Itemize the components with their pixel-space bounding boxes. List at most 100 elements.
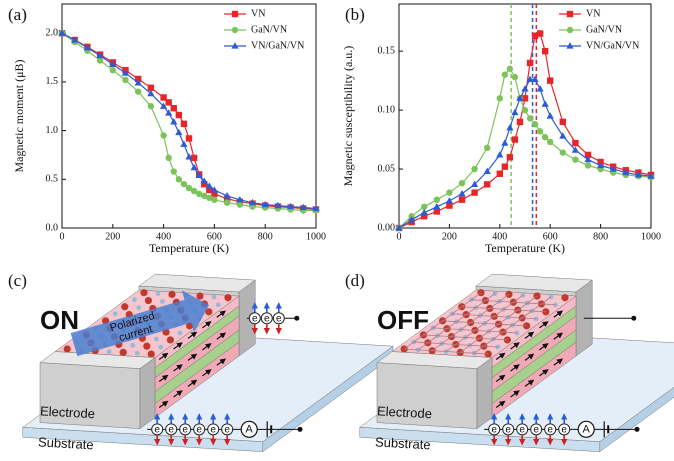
atom-n — [154, 337, 159, 342]
y-axis-title: Magnetic moment (μB) — [12, 59, 26, 172]
plot-frame — [399, 4, 651, 228]
atom-v — [145, 297, 152, 304]
marker — [97, 57, 103, 63]
marker — [560, 149, 566, 155]
carrier-label: e — [168, 424, 174, 435]
atom-n — [156, 291, 161, 296]
marker — [537, 85, 544, 91]
state-label: OFF — [377, 305, 429, 335]
carrier-label: e — [533, 424, 539, 435]
marker — [165, 99, 171, 105]
y-axis-title: Magnetic susceptibility (a.u.) — [341, 46, 355, 187]
carrier-label: e — [547, 424, 553, 435]
front-electrode-side — [140, 358, 155, 429]
marker — [165, 155, 171, 161]
marker — [176, 176, 182, 182]
marker — [512, 136, 518, 142]
y-tick-label: 1.0 — [46, 125, 59, 136]
plot-frame — [62, 4, 316, 228]
atom-v — [143, 343, 150, 350]
carrier-label: e — [264, 313, 270, 324]
atom-n — [132, 297, 137, 302]
marker — [446, 197, 453, 203]
marker — [560, 119, 566, 125]
atom-n — [113, 311, 118, 316]
marker — [171, 105, 177, 111]
marker — [110, 67, 116, 73]
marker — [532, 121, 538, 127]
marker — [511, 109, 518, 115]
atom-n — [158, 345, 163, 350]
legend-label: VN — [586, 8, 600, 19]
legend-label: VN — [251, 8, 265, 19]
marker — [537, 30, 543, 36]
carrier-label: e — [224, 424, 230, 435]
marker — [458, 190, 465, 196]
figure: 020040060080010000.00.51.01.52.0VNGaN/VN… — [0, 0, 674, 461]
marker — [484, 181, 490, 187]
marker — [547, 112, 554, 118]
legend-marker — [567, 11, 573, 17]
marker — [517, 119, 523, 125]
atom-v — [64, 345, 71, 352]
marker — [471, 166, 477, 172]
ammeter-label: A — [583, 424, 591, 436]
marker — [459, 180, 465, 186]
marker — [211, 197, 217, 203]
terminal — [298, 427, 303, 432]
x-tick-label: 800 — [593, 231, 608, 242]
marker — [175, 129, 182, 135]
marker — [507, 154, 513, 160]
atom-n — [130, 343, 135, 348]
y-tick-label: 0.5 — [46, 174, 59, 185]
marker — [506, 124, 513, 130]
marker — [537, 128, 543, 134]
terminal — [294, 316, 299, 321]
carrier-label: e — [276, 313, 282, 324]
atom-n — [136, 305, 141, 310]
marker — [522, 107, 528, 113]
marker — [572, 140, 578, 146]
marker — [148, 103, 154, 109]
panel-label: (a) — [8, 5, 27, 24]
front-electrode-side — [477, 358, 492, 429]
atom-n — [212, 294, 217, 299]
marker — [224, 199, 230, 205]
terminal — [635, 427, 640, 432]
marker — [585, 162, 591, 168]
substrate-label: Substrate — [375, 434, 431, 452]
marker — [434, 197, 440, 203]
carrier-label: e — [505, 424, 511, 435]
marker — [502, 163, 508, 169]
marker — [521, 85, 528, 91]
marker — [191, 155, 197, 161]
carrier-label: e — [182, 424, 188, 435]
marker — [237, 201, 243, 207]
marker — [186, 135, 192, 141]
marker — [446, 189, 452, 195]
atom-v — [224, 294, 231, 301]
marker — [527, 60, 533, 66]
x-axis-title: Temperature (K) — [485, 241, 565, 255]
carrier-label: e — [252, 313, 258, 324]
marker — [496, 151, 503, 157]
marker — [181, 121, 187, 127]
y-tick-label: 0.0 — [46, 222, 59, 233]
atom-v — [140, 289, 147, 296]
carrier-label: e — [210, 424, 216, 435]
atom-v — [561, 294, 568, 301]
marker — [512, 74, 518, 80]
marker — [542, 134, 548, 140]
y-tick-label: 0.05 — [378, 163, 396, 174]
y-tick-label: 0.15 — [378, 45, 396, 56]
legend-marker — [567, 27, 573, 33]
marker — [572, 156, 578, 162]
x-tick-label: 0 — [397, 231, 402, 242]
marker — [171, 168, 177, 174]
marker — [542, 100, 549, 106]
electrode-label: Electrode — [40, 403, 96, 421]
ammeter-label: A — [246, 424, 254, 436]
electrode-label: Electrode — [377, 403, 433, 421]
atom-n — [160, 299, 165, 304]
marker — [501, 139, 508, 145]
